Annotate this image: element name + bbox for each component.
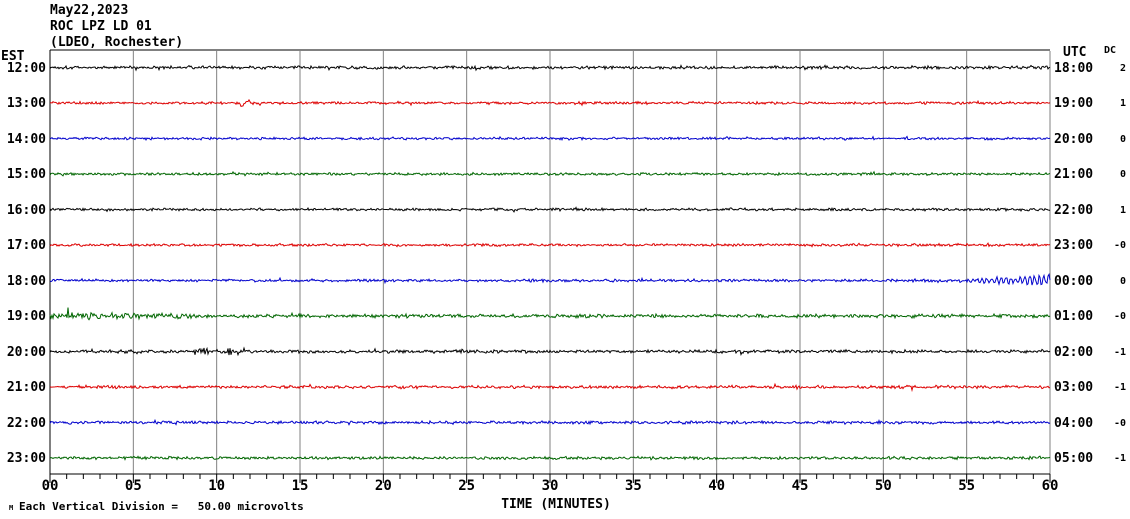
trace-1900-est [49,307,1051,321]
est-hour-label: 19:00 [6,309,46,324]
x-tick-label: 50 [874,478,892,494]
x-tick-label: 45 [791,478,809,494]
header-station-location: (LDEO, Rochester) [50,35,184,50]
utc-hour-label: 23:00 [1054,238,1094,253]
trace-1700-est [49,242,1051,248]
est-hour-label: 21:00 [6,380,46,395]
trace-1800-est [49,272,1051,286]
utc-hour-label: 19:00 [1054,96,1094,111]
est-hour-label: 16:00 [6,202,46,218]
dc-value: -0 [1113,240,1126,251]
est-hour-label: 12:00 [6,60,46,76]
utc-hour-label: 18:00 [1054,60,1094,76]
x-tick-label: 25 [458,478,476,494]
trace-1300-est [49,98,1051,108]
est-hour-label: 22:00 [6,415,46,431]
utc-hour-label: 21:00 [1054,167,1094,182]
x-tick-label: 15 [291,478,309,494]
x-tick-label: 35 [624,478,642,494]
right-axis-title-utc: UTC [1063,45,1087,60]
header-station-code: ROC LPZ LD 01 [50,19,152,34]
x-tick-label: 00 [41,478,59,494]
dc-value: -1 [1113,346,1126,358]
dc-value: 1 [1119,204,1126,216]
est-hour-label: 18:00 [6,273,46,289]
trace-2200-est [49,418,1051,426]
dc-value: 2 [1119,62,1126,74]
dc-value: -0 [1113,311,1126,322]
est-hour-label: 20:00 [6,344,46,360]
corner-mark: M [9,504,14,512]
dc-value: -1 [1113,382,1126,393]
plot-header: May22,2023 ROC LPZ LD 01 (LDEO, Rocheste… [50,3,183,51]
dc-value: 0 [1119,133,1126,145]
trace-2300-est [49,455,1051,461]
dc-column-title: DC [1104,45,1117,56]
utc-hour-label: 04:00 [1054,415,1094,431]
dc-value: -0 [1113,417,1126,429]
utc-hour-label: 01:00 [1054,309,1094,324]
trace-2000-est [49,346,1051,357]
x-tick-label: 30 [541,478,559,494]
utc-hour-label: 02:00 [1054,344,1094,360]
x-tick-label: 20 [374,478,392,494]
x-tick-label: 55 [958,478,976,494]
header-date: May22,2023 [50,3,129,18]
x-tick-label: 40 [708,478,726,494]
est-hour-label: 17:00 [6,238,46,253]
dc-value: 0 [1119,275,1126,287]
utc-hour-label: 20:00 [1054,131,1094,147]
vertical-scale-note: Each Vertical Division = 50.00 microvolt… [19,500,304,513]
trace-2100-est [49,382,1051,393]
est-hour-label: 15:00 [6,167,46,182]
est-hour-label: 13:00 [6,96,46,111]
est-hour-label: 14:00 [6,131,46,147]
trace-1500-est [49,170,1051,177]
est-hour-label: 23:00 [6,451,46,466]
dc-value: 1 [1119,98,1126,109]
utc-hour-label: 00:00 [1054,273,1094,289]
utc-hour-label: 22:00 [1054,202,1094,218]
trace-1600-est [49,206,1051,213]
utc-hour-label: 05:00 [1054,451,1094,466]
dc-value: 0 [1119,169,1126,180]
trace-1400-est [49,135,1051,142]
x-tick-label: 10 [208,478,226,494]
x-tick-label: 60 [1041,478,1059,494]
x-tick-label: 05 [124,478,142,494]
utc-hour-label: 03:00 [1054,380,1094,395]
x-axis-title: TIME (MINUTES) [501,497,611,512]
dc-value: -1 [1113,453,1126,464]
trace-1200-est [49,64,1051,72]
left-axis-title-est: EST [1,49,25,64]
